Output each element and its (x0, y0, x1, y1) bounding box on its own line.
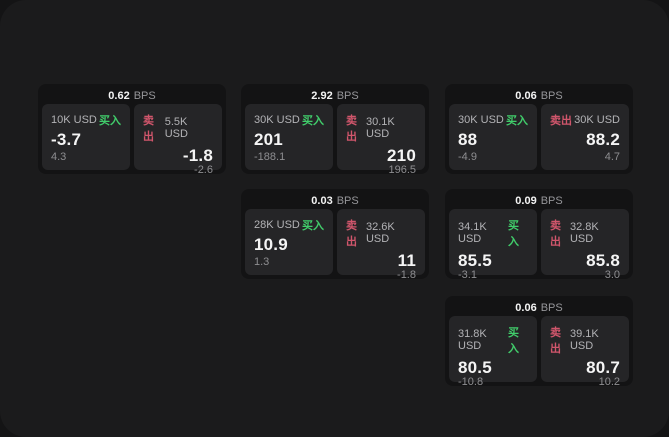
bps-unit-label: BPS (540, 301, 563, 314)
sell-panel[interactable]: 卖出 39.1K USD 80.7 10.2 (541, 316, 629, 388)
sell-panel[interactable]: 卖出 5.5K USD -1.8 -2.6 (134, 104, 222, 176)
sell-side-label: 卖出 (550, 220, 561, 248)
bps-unit-label: BPS (336, 194, 359, 207)
sell-side-label: 卖出 (143, 115, 154, 143)
sell-side-label: 卖出 (346, 115, 357, 143)
bps-value: 0.06 (515, 89, 537, 102)
quote-panels: 30K USD 买入 88 -4.9 卖出 30K USD 88.2 4.7 (445, 104, 633, 174)
sell-price: 88.2 (586, 130, 620, 149)
buy-panel[interactable]: 10K USD 买入 -3.7 4.3 (42, 104, 130, 170)
bps-value: 0.62 (108, 89, 130, 102)
sell-amount: 32.8K USD (569, 221, 599, 245)
sell-delta: -2.6 (194, 164, 213, 176)
card-header: 0.09 BPS (445, 189, 633, 209)
buy-panel[interactable]: 30K USD 买入 201 -188.1 (245, 104, 333, 170)
buy-price: 88 (458, 130, 478, 149)
buy-price: 10.9 (254, 235, 288, 254)
quote-card[interactable]: 0.62 BPS 10K USD 买入 -3.7 4.3 卖出 5.5K USD… (38, 84, 226, 176)
buy-panel[interactable]: 31.8K USD 买入 80.5 -10.8 (449, 316, 537, 388)
quote-card[interactable]: 0.06 BPS 30K USD 买入 88 -4.9 卖出 30K USD 8… (445, 84, 633, 174)
sell-delta: 10.2 (598, 376, 620, 388)
sell-delta: 196.5 (388, 164, 416, 176)
bps-unit-label: BPS (133, 89, 156, 102)
sell-price: -1.8 (182, 146, 213, 165)
quote-panels: 34.1K USD 买入 85.5 -3.1 卖出 32.8K USD 85.8… (445, 209, 633, 281)
buy-delta: -4.9 (458, 151, 477, 163)
sell-amount: 30.1K USD (365, 116, 395, 140)
sell-price: 85.8 (586, 251, 620, 270)
buy-price: 80.5 (458, 358, 492, 377)
sell-amount: 30K USD (574, 114, 620, 126)
buy-amount: 10K USD (51, 114, 97, 126)
buy-side-label: 买入 (506, 115, 528, 127)
buy-amount: 31.8K USD (458, 328, 487, 352)
buy-side-label: 买入 (302, 220, 324, 232)
buy-price: -3.7 (51, 130, 82, 149)
buy-delta: -10.8 (458, 376, 484, 388)
buy-amount: 34.1K USD (458, 221, 487, 245)
sell-price: 11 (397, 251, 416, 270)
bps-value: 0.03 (311, 194, 333, 207)
buy-side-label: 买入 (508, 327, 520, 355)
card-header: 0.06 BPS (445, 84, 633, 104)
buy-side-label: 买入 (99, 115, 121, 127)
bps-value: 0.09 (515, 194, 537, 207)
buy-delta: 4.3 (51, 151, 67, 163)
sell-panel[interactable]: 卖出 30K USD 88.2 4.7 (541, 104, 629, 170)
bps-value: 2.92 (311, 89, 333, 102)
buy-price: 85.5 (458, 251, 492, 270)
buy-amount: 30K USD (254, 114, 300, 126)
sell-amount: 5.5K USD (164, 116, 188, 140)
quote-panels: 30K USD 买入 201 -188.1 卖出 30.1K USD 210 1… (241, 104, 429, 176)
sell-delta: 4.7 (604, 151, 620, 163)
sell-panel[interactable]: 卖出 32.8K USD 85.8 3.0 (541, 209, 629, 281)
sell-side-label: 卖出 (346, 220, 357, 248)
card-header: 0.03 BPS (241, 189, 429, 209)
quote-card[interactable]: 0.03 BPS 28K USD 买入 10.9 1.3 卖出 32.6K US… (241, 189, 429, 281)
sell-side-label: 卖出 (550, 115, 572, 127)
quote-card[interactable]: 0.06 BPS 31.8K USD 买入 80.5 -10.8 卖出 39.1… (445, 296, 633, 388)
buy-panel[interactable]: 28K USD 买入 10.9 1.3 (245, 209, 333, 275)
buy-amount: 30K USD (458, 114, 504, 126)
buy-delta: 1.3 (254, 256, 270, 268)
buy-delta: -3.1 (458, 269, 477, 281)
sell-price: 80.7 (586, 358, 620, 377)
card-header: 0.62 BPS (38, 84, 226, 104)
card-header: 0.06 BPS (445, 296, 633, 316)
buy-panel[interactable]: 34.1K USD 买入 85.5 -3.1 (449, 209, 537, 281)
quote-card[interactable]: 2.92 BPS 30K USD 买入 201 -188.1 卖出 30.1K … (241, 84, 429, 176)
buy-panel[interactable]: 30K USD 买入 88 -4.9 (449, 104, 537, 170)
quote-card[interactable]: 0.09 BPS 34.1K USD 买入 85.5 -3.1 卖出 32.8K… (445, 189, 633, 281)
buy-side-label: 买入 (302, 115, 324, 127)
buy-amount: 28K USD (254, 219, 300, 231)
sell-delta: 3.0 (604, 269, 620, 281)
quote-panels: 10K USD 买入 -3.7 4.3 卖出 5.5K USD -1.8 -2.… (38, 104, 226, 176)
sell-amount: 32.6K USD (365, 221, 395, 245)
card-header: 2.92 BPS (241, 84, 429, 104)
sell-panel[interactable]: 卖出 32.6K USD 11 -1.8 (337, 209, 425, 281)
sell-amount: 39.1K USD (569, 328, 599, 352)
sell-panel[interactable]: 卖出 30.1K USD 210 196.5 (337, 104, 425, 176)
buy-side-label: 买入 (508, 220, 520, 248)
buy-price: 201 (254, 130, 283, 149)
bps-unit-label: BPS (540, 89, 563, 102)
bps-value: 0.06 (515, 301, 537, 314)
quote-panels: 28K USD 买入 10.9 1.3 卖出 32.6K USD 11 -1.8 (241, 209, 429, 281)
sell-delta: -1.8 (397, 269, 416, 281)
sell-price: 210 (387, 146, 416, 165)
bps-unit-label: BPS (336, 89, 359, 102)
sell-side-label: 卖出 (550, 327, 561, 355)
bps-unit-label: BPS (540, 194, 563, 207)
quote-panels: 31.8K USD 买入 80.5 -10.8 卖出 39.1K USD 80.… (445, 316, 633, 388)
buy-delta: -188.1 (254, 151, 286, 163)
